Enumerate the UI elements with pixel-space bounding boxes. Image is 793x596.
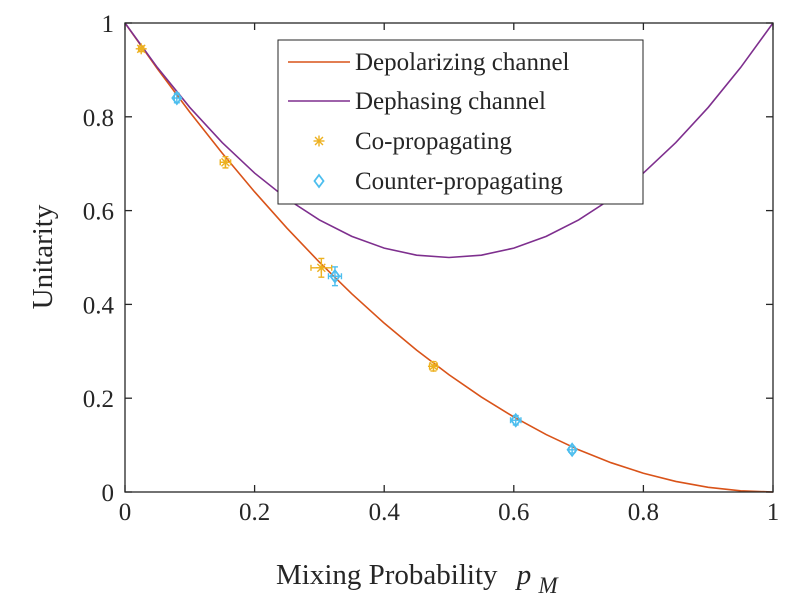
y-axis-title: Unitarity [27,204,59,309]
y-tick-label: 0 [102,480,115,507]
point-marker [171,90,183,106]
legend-label: Counter-propagating [355,168,563,195]
legend-swatch [313,135,325,147]
y-tick-label: 0.2 [83,386,114,413]
y-tick-label: 0.4 [83,292,115,319]
y-tick-label: 1 [102,11,115,38]
x-tick-label: 0.2 [239,499,270,526]
data-point [566,442,578,458]
legend-label: Co-propagating [355,128,512,155]
point-marker [427,360,439,372]
x-tick-label: 0.8 [628,499,659,526]
y-tick-label: 0.6 [83,199,114,226]
series-line-1 [124,22,774,259]
axes-box [124,22,774,493]
points-layer [135,43,578,458]
x-tick-label: 0.4 [369,499,401,526]
legend-item: Co-propagating [313,128,512,155]
x-tick-label: 1 [767,499,780,526]
curves-layer [124,22,774,493]
x-axis-symbol: p [515,559,532,591]
point-marker [315,262,327,274]
legend-swatch [313,173,325,189]
y-tick-label: 0.8 [83,105,114,132]
x-tick-label: 0.6 [498,499,529,526]
data-point [327,266,343,287]
data-point [427,360,439,372]
data-point [310,257,333,278]
legend-label: Depolarizing channel [355,49,570,76]
point-marker [219,156,231,168]
legend: Depolarizing channel Dephasing channel Co-… [277,39,644,205]
point-marker [135,43,147,55]
series-line-0 [124,22,774,493]
x-tick-label: 0 [119,499,132,526]
data-point [509,412,522,428]
axes [124,22,774,493]
point-marker [329,268,341,284]
ticks-layer: 0 0.2 0.4 0.6 0.8 1 0 0.2 0.4 0.6 0.8 1 [83,11,780,526]
legend-item: Dephasing channel [288,88,546,115]
legend-box [277,39,644,205]
data-point [171,90,183,106]
legend-item: Counter-propagating [313,168,563,195]
x-axis-title: Mixing Probability p M [276,559,560,596]
data-point [219,155,232,169]
legend-item: Depolarizing channel [288,49,570,76]
x-axis-title-text: Mixing Probability [276,559,498,591]
legend-label: Dephasing channel [355,88,546,115]
point-marker [566,442,578,458]
data-point [135,43,147,55]
point-marker [510,412,522,428]
x-axis-symbol-subscript: M [538,573,560,596]
